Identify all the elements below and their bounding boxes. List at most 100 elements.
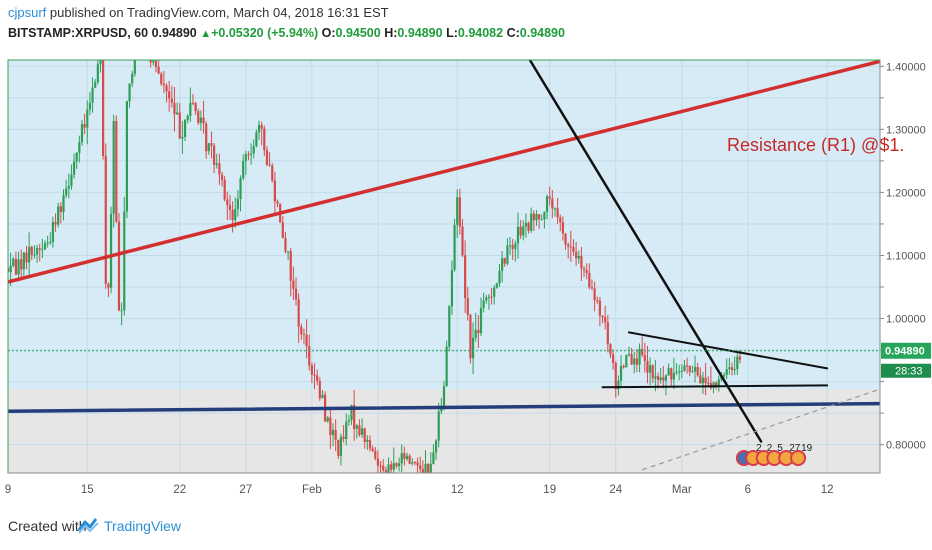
candle-body [654, 376, 657, 379]
candle [387, 457, 390, 473]
candle-body [109, 213, 113, 288]
candle-body [75, 152, 78, 162]
candle [72, 153, 76, 179]
candle-body [157, 66, 160, 74]
candle-body [736, 356, 739, 370]
candle-body [252, 146, 255, 154]
candle [8, 260, 10, 287]
candle [33, 245, 36, 259]
open-value: 0.94500 [335, 26, 381, 40]
candle-body [99, 60, 102, 65]
candle [696, 362, 699, 377]
candle-body [49, 242, 52, 244]
candle [104, 143, 107, 289]
symbol-info: BITSTAMP:XRPUSD, 60 0.94890 ▲+0.05320 (+… [8, 26, 565, 40]
candle-body [358, 425, 361, 435]
candle [487, 293, 491, 310]
candle [162, 71, 166, 94]
candle [14, 251, 18, 276]
candle [384, 466, 387, 473]
candle-body [419, 465, 422, 470]
close-value: 0.94890 [519, 26, 565, 40]
candle [728, 357, 731, 375]
candle-body [255, 132, 258, 147]
candle [181, 121, 184, 154]
candle-body [265, 150, 269, 165]
candle [318, 377, 321, 401]
candle-body [498, 270, 501, 284]
candle-body [461, 226, 464, 256]
candle-body [247, 154, 250, 156]
candle [49, 232, 52, 245]
candle-body [28, 246, 31, 263]
candle [495, 282, 498, 289]
candle-body [704, 377, 707, 384]
event-markers: 2 2 5 27 19 [735, 443, 813, 466]
candle-body [257, 125, 261, 133]
candle-body [14, 258, 18, 275]
author-link[interactable]: cjpsurf [8, 5, 47, 20]
candle-body [239, 178, 242, 199]
candle-body [218, 163, 221, 175]
candle [701, 372, 705, 394]
candle [519, 219, 522, 239]
candle [511, 239, 514, 261]
candle [527, 221, 530, 234]
x-tick-label: 27 [239, 484, 252, 496]
candle-body [691, 371, 694, 373]
candle [482, 292, 485, 313]
x-axis: 9 15 22 27 Feb 6 12 19 24 Mar 6 12 [5, 472, 880, 496]
candle [178, 103, 181, 139]
candle-body [162, 83, 166, 86]
candle-body [22, 252, 25, 270]
last-price: 0.94890 [151, 26, 197, 40]
candle-body [503, 258, 506, 264]
candle-body [487, 296, 491, 298]
candle [693, 355, 697, 383]
resistance-annotation: Resistance (R1) @$1. [727, 135, 904, 155]
candle [559, 214, 562, 232]
candle-body [149, 60, 152, 63]
candle-body [551, 198, 554, 209]
candle [376, 450, 380, 473]
candle [170, 85, 173, 108]
candle [575, 241, 578, 266]
candle-body [147, 50, 149, 53]
candle [12, 257, 15, 268]
candle-body [300, 326, 303, 334]
candle-body [519, 226, 522, 236]
candle [400, 444, 403, 473]
tradingview-brand-link[interactable]: TradingView [104, 518, 182, 534]
candle-body [176, 112, 179, 115]
candle [360, 418, 364, 439]
candle [506, 238, 509, 266]
candle-body [580, 255, 583, 269]
candle-body [421, 469, 424, 473]
triangle-lower-line [601, 384, 829, 389]
candle [75, 152, 78, 170]
candle [157, 60, 160, 75]
candle [223, 176, 226, 202]
candle-body [524, 222, 528, 227]
candle-body [733, 369, 736, 371]
candle [411, 457, 414, 466]
candle [442, 380, 446, 411]
candle-body [619, 365, 623, 381]
candle-body [382, 465, 385, 471]
candle [334, 419, 337, 452]
candle-body [543, 211, 546, 220]
candle [305, 319, 308, 359]
candle [635, 349, 638, 373]
price-chart[interactable]: Resistance (R1) @$1.2 2 5 27 19 0.800001.0000… [0, 50, 932, 506]
candle [564, 232, 567, 250]
candle [427, 463, 430, 473]
candle [395, 462, 398, 469]
candle-body [223, 179, 226, 200]
candle-body [305, 334, 308, 347]
candle-body [273, 180, 276, 202]
candle [434, 439, 438, 460]
candle-body [292, 280, 295, 289]
candle [54, 213, 57, 232]
candle-body [86, 109, 89, 128]
descending-trendline [528, 60, 763, 443]
